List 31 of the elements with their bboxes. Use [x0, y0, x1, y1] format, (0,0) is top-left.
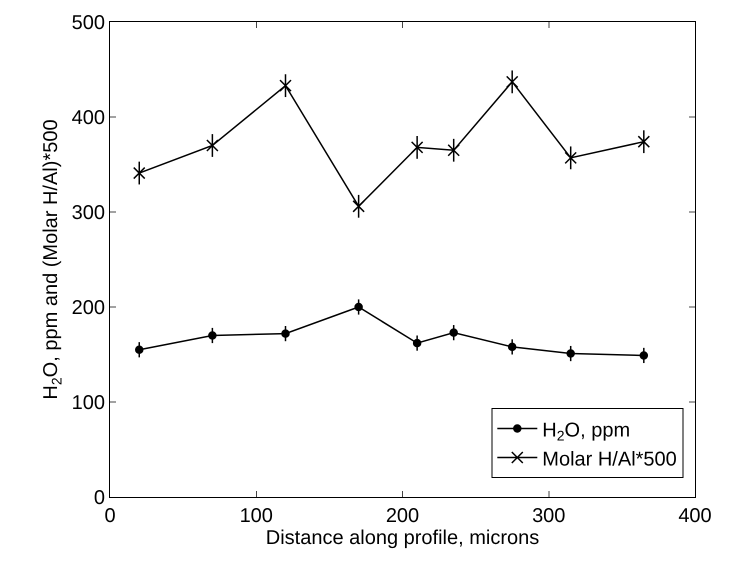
y-tick-label: 400	[72, 107, 105, 129]
point	[564, 152, 577, 164]
x-tick-label: 300	[532, 505, 566, 527]
x-tick-label: 100	[240, 505, 273, 527]
point	[508, 342, 516, 352]
point	[281, 329, 290, 338]
y-tick-label: 200	[72, 297, 105, 319]
x-tick-label: 200	[386, 505, 420, 527]
point	[135, 346, 144, 354]
y-tick-label: 500	[72, 12, 105, 34]
point	[354, 302, 363, 312]
point	[566, 349, 575, 358]
point	[506, 76, 518, 88]
y-tick-label: 300	[72, 202, 105, 224]
x-axis-title: Distance along profile, microns	[266, 527, 540, 549]
point	[449, 328, 458, 337]
point	[640, 351, 648, 360]
point	[410, 141, 424, 154]
legend-label: Molar H/Al*500	[542, 448, 677, 470]
point	[447, 144, 460, 156]
point	[133, 166, 146, 180]
point	[352, 200, 365, 213]
y-tick-label: 100	[72, 392, 105, 414]
point	[208, 331, 217, 340]
y-tick-label: 0	[94, 487, 105, 509]
x-tick-label: 400	[678, 505, 712, 527]
legend-label: H$_{2}$O, ppm	[542, 419, 630, 444]
point	[279, 79, 292, 92]
point	[638, 135, 650, 148]
point	[206, 139, 219, 152]
point	[412, 338, 422, 348]
